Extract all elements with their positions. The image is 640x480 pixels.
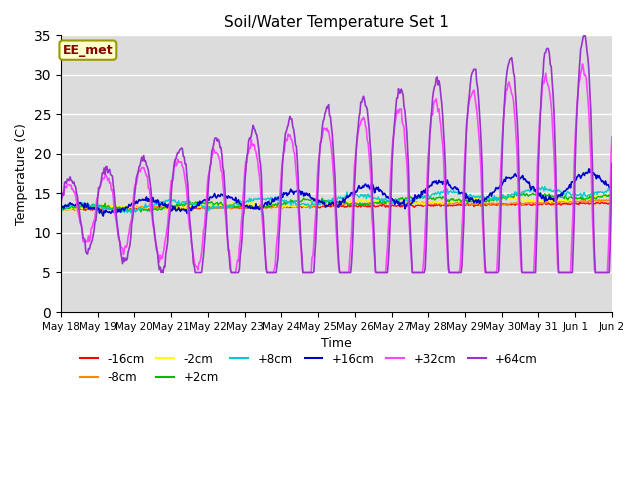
+16cm bbox=[200, 198, 207, 204]
+16cm bbox=[57, 202, 65, 207]
-2cm bbox=[307, 203, 314, 208]
-16cm bbox=[383, 203, 390, 209]
+64cm bbox=[157, 270, 165, 276]
Line: -8cm: -8cm bbox=[61, 199, 612, 210]
+2cm bbox=[307, 197, 315, 203]
+64cm bbox=[57, 199, 65, 205]
-16cm bbox=[156, 205, 163, 211]
+16cm bbox=[585, 166, 593, 172]
-16cm bbox=[307, 204, 315, 209]
Line: -2cm: -2cm bbox=[61, 195, 612, 211]
+64cm bbox=[307, 270, 315, 276]
-16cm bbox=[200, 204, 207, 209]
-2cm bbox=[595, 192, 603, 198]
+32cm bbox=[155, 256, 163, 262]
+16cm bbox=[383, 194, 390, 200]
-2cm bbox=[199, 203, 207, 208]
+32cm bbox=[228, 270, 236, 276]
+32cm bbox=[199, 240, 207, 246]
+8cm bbox=[608, 186, 616, 192]
-8cm bbox=[57, 206, 65, 212]
+2cm bbox=[608, 192, 616, 198]
+8cm bbox=[57, 205, 65, 211]
-8cm bbox=[200, 204, 207, 209]
+32cm bbox=[608, 134, 616, 140]
+16cm bbox=[473, 200, 481, 205]
X-axis label: Time: Time bbox=[321, 337, 352, 350]
Line: +64cm: +64cm bbox=[61, 36, 612, 273]
Legend: -16cm, -8cm, -2cm, +2cm, +8cm, +16cm, +32cm, +64cm: -16cm, -8cm, -2cm, +2cm, +8cm, +16cm, +3… bbox=[76, 348, 543, 389]
-16cm bbox=[608, 201, 616, 206]
+32cm bbox=[473, 107, 481, 113]
-2cm bbox=[608, 192, 616, 198]
+2cm bbox=[57, 205, 65, 211]
+8cm bbox=[307, 203, 315, 208]
+64cm bbox=[581, 33, 589, 39]
-2cm bbox=[472, 195, 479, 201]
+2cm bbox=[200, 200, 207, 205]
Y-axis label: Temperature (C): Temperature (C) bbox=[15, 123, 28, 225]
+32cm bbox=[307, 270, 315, 276]
+64cm bbox=[608, 160, 616, 166]
-8cm bbox=[607, 196, 615, 202]
+2cm bbox=[473, 197, 481, 203]
+16cm bbox=[608, 186, 616, 192]
+8cm bbox=[156, 201, 163, 207]
+2cm bbox=[536, 190, 544, 195]
+16cm bbox=[426, 183, 434, 189]
-16cm bbox=[576, 199, 584, 205]
+8cm bbox=[426, 194, 434, 200]
Title: Soil/Water Temperature Set 1: Soil/Water Temperature Set 1 bbox=[224, 15, 449, 30]
+8cm bbox=[383, 198, 390, 204]
-8cm bbox=[59, 207, 67, 213]
-2cm bbox=[382, 199, 390, 204]
+2cm bbox=[426, 195, 434, 201]
Text: EE_met: EE_met bbox=[63, 44, 113, 57]
Line: +16cm: +16cm bbox=[61, 169, 612, 216]
-2cm bbox=[425, 200, 433, 206]
-16cm bbox=[426, 202, 434, 208]
-16cm bbox=[473, 202, 481, 208]
-8cm bbox=[156, 203, 163, 209]
+64cm bbox=[426, 131, 434, 136]
-8cm bbox=[383, 200, 390, 206]
+32cm bbox=[579, 61, 586, 67]
+32cm bbox=[57, 195, 65, 201]
+8cm bbox=[473, 194, 481, 200]
Line: -16cm: -16cm bbox=[61, 202, 612, 210]
+32cm bbox=[383, 256, 390, 262]
+64cm bbox=[473, 80, 481, 85]
-8cm bbox=[307, 203, 315, 209]
-2cm bbox=[57, 208, 65, 214]
-8cm bbox=[473, 202, 481, 207]
-2cm bbox=[155, 206, 163, 212]
+8cm bbox=[200, 204, 207, 209]
-16cm bbox=[57, 205, 65, 211]
Line: +8cm: +8cm bbox=[61, 186, 612, 213]
-8cm bbox=[608, 197, 616, 203]
+16cm bbox=[99, 213, 107, 219]
+16cm bbox=[156, 204, 163, 209]
+64cm bbox=[200, 252, 207, 258]
+16cm bbox=[307, 195, 315, 201]
+2cm bbox=[156, 206, 163, 212]
-16cm bbox=[82, 207, 90, 213]
+8cm bbox=[127, 210, 134, 216]
Line: +2cm: +2cm bbox=[61, 192, 612, 212]
+8cm bbox=[529, 183, 537, 189]
-8cm bbox=[426, 201, 434, 207]
+2cm bbox=[383, 197, 390, 203]
Line: +32cm: +32cm bbox=[61, 64, 612, 273]
+2cm bbox=[137, 209, 145, 215]
+64cm bbox=[155, 261, 163, 266]
+64cm bbox=[383, 270, 390, 276]
+32cm bbox=[426, 133, 434, 139]
